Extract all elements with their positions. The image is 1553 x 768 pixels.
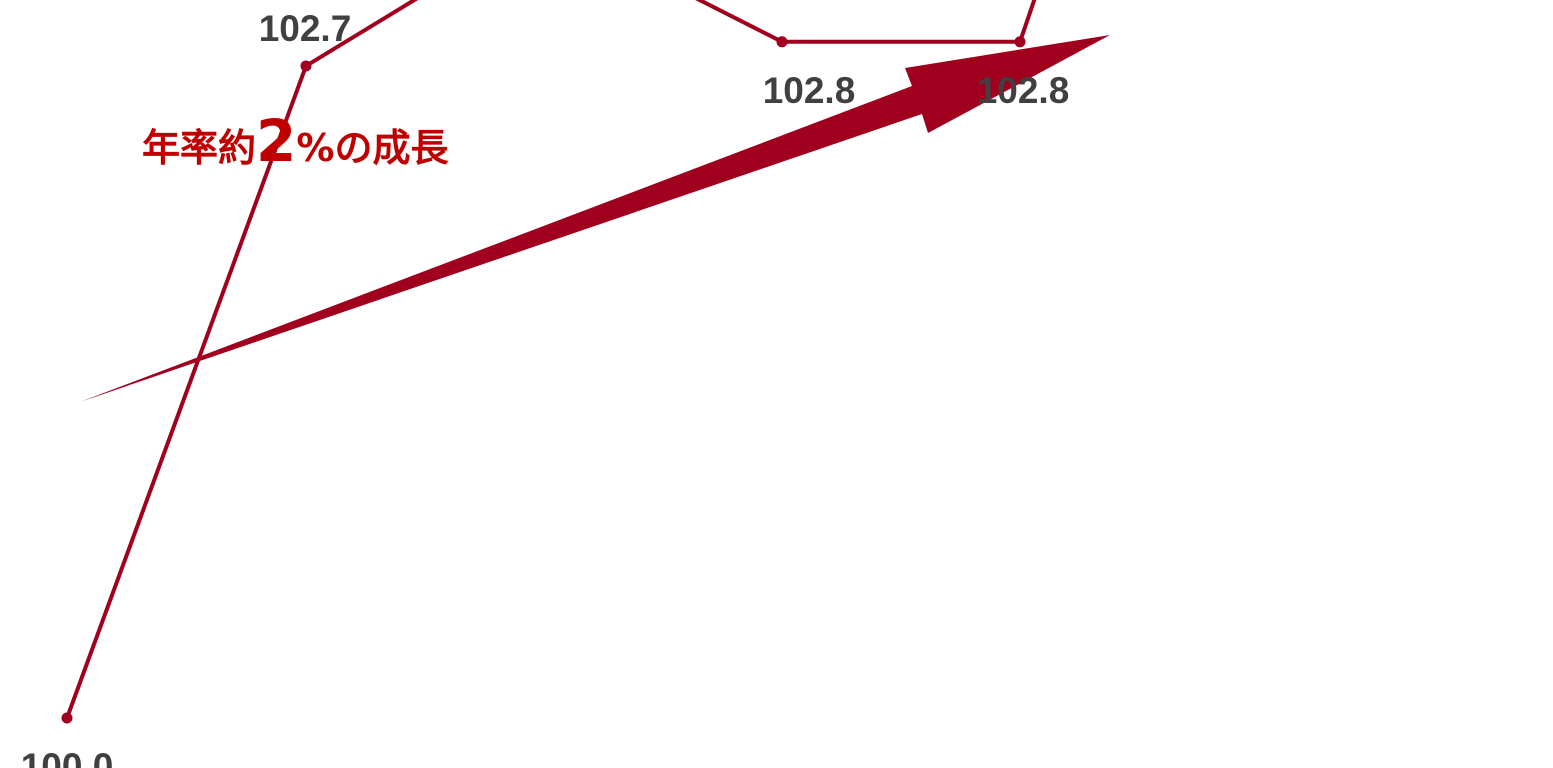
- data-point-5: [1014, 36, 1026, 48]
- annotation-prefix: 年率約: [142, 126, 257, 170]
- data-points: [61, 36, 1026, 724]
- data-label-2: 102.7: [259, 8, 352, 49]
- data-point-2: [300, 60, 312, 72]
- data-label-5: 102.8: [977, 70, 1070, 111]
- annotation-number: 2: [256, 107, 297, 175]
- data-point-4: [776, 36, 788, 48]
- data-point-1: [61, 712, 73, 724]
- annotation-suffix: %の成長: [296, 126, 449, 170]
- trend-arrow: [80, 35, 1110, 402]
- growth-annotation: 年率約2%の成長: [142, 112, 448, 177]
- data-label-4: 102.8: [763, 70, 856, 111]
- data-label-1: 100.0: [21, 746, 114, 768]
